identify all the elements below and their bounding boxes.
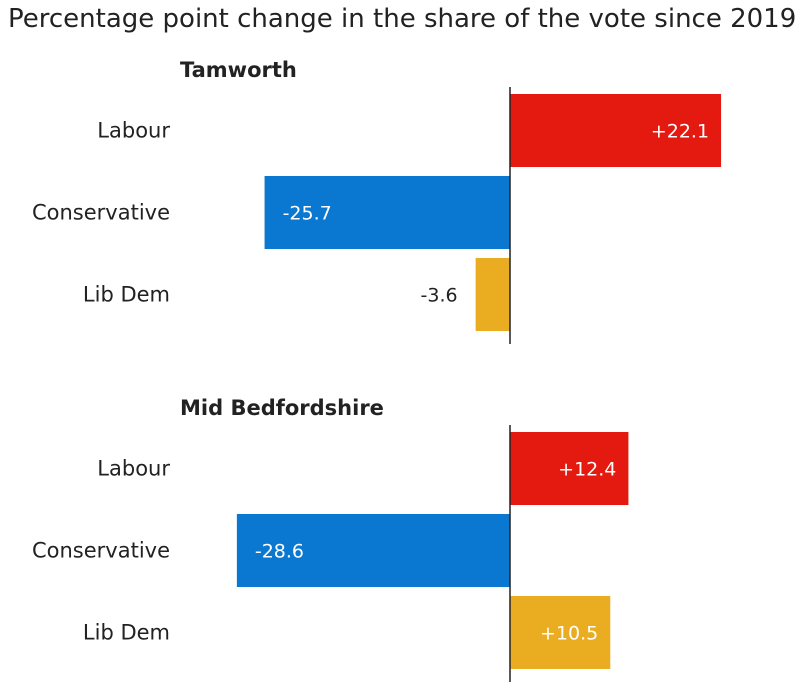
chart-title: Percentage point change in the share of … <box>8 4 797 34</box>
panel-title-mid-bedfordshire: Mid Bedfordshire <box>180 396 384 420</box>
bar-tamworth-lib-dem <box>475 258 510 331</box>
category-label-conservative: Conservative <box>32 539 170 563</box>
category-label-lib-dem: Lib Dem <box>83 621 170 645</box>
category-label-conservative: Conservative <box>32 201 170 225</box>
value-label-mid-bedfordshire-conservative: -28.6 <box>255 541 304 563</box>
panel-title-tamworth: Tamworth <box>180 58 297 82</box>
category-label-labour: Labour <box>97 457 170 481</box>
value-label-tamworth-conservative: -25.7 <box>283 203 332 225</box>
category-label-labour: Labour <box>97 119 170 143</box>
bar-tamworth-labour <box>510 94 722 167</box>
bar-tamworth-conservative <box>264 176 510 249</box>
bar-mid-bedfordshire-conservative <box>236 514 510 587</box>
value-label-tamworth-labour: +22.1 <box>651 121 709 143</box>
value-label-tamworth-lib-dem: -3.6 <box>421 285 458 307</box>
bar-mid-bedfordshire-lib-dem <box>510 596 611 669</box>
value-label-mid-bedfordshire-labour: +12.4 <box>558 459 616 481</box>
value-label-mid-bedfordshire-lib-dem: +10.5 <box>540 623 598 645</box>
bar-mid-bedfordshire-labour <box>510 432 629 505</box>
category-label-lib-dem: Lib Dem <box>83 283 170 307</box>
